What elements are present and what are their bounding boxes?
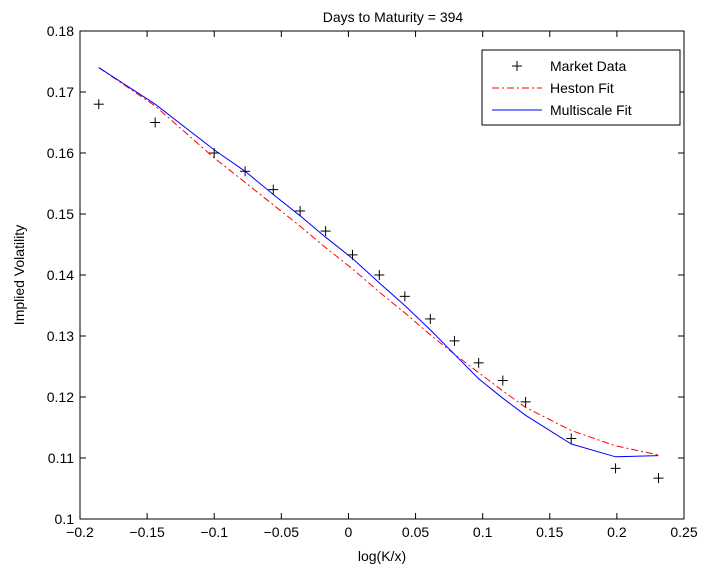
legend-entry: Market Data bbox=[512, 58, 626, 74]
legend-label: Heston Fit bbox=[550, 80, 614, 96]
market-data-point bbox=[209, 148, 220, 158]
y-tick-label: 0.1 bbox=[55, 511, 75, 527]
y-tick-label: 0.16 bbox=[47, 145, 74, 161]
x-tick-label: −0.15 bbox=[129, 524, 165, 540]
x-tick-label: 0.05 bbox=[402, 524, 429, 540]
market-data-point bbox=[320, 226, 331, 237]
market-data-point bbox=[610, 463, 621, 474]
y-tick-label: 0.11 bbox=[48, 450, 74, 466]
y-tick-label: 0.12 bbox=[47, 389, 74, 405]
market-data-point bbox=[295, 205, 306, 216]
market-data-point bbox=[240, 166, 251, 177]
legend-entry: Heston Fit bbox=[492, 80, 614, 96]
y-tick-label: 0.15 bbox=[47, 206, 74, 222]
market-data-point bbox=[497, 375, 508, 386]
legend-label: Market Data bbox=[550, 58, 626, 74]
market-data-point bbox=[449, 335, 460, 346]
market-data-point bbox=[566, 433, 577, 444]
series-layer bbox=[93, 67, 664, 484]
y-tick-label: 0.18 bbox=[47, 23, 74, 39]
legend-entry: Multiscale Fit bbox=[492, 102, 632, 118]
x-tick-label: 0.1 bbox=[473, 524, 493, 540]
market-data-point bbox=[347, 249, 358, 260]
y-tick-label: 0.17 bbox=[47, 84, 74, 100]
market-data-point bbox=[93, 99, 104, 110]
ticks bbox=[79, 30, 685, 520]
x-tick-label: −0.2 bbox=[66, 524, 94, 540]
series-market-data bbox=[93, 99, 664, 484]
x-tick-label: 0.25 bbox=[670, 524, 697, 540]
heston-fit-line bbox=[98, 67, 659, 456]
x-tick-label: 0.2 bbox=[607, 524, 627, 540]
chart-title: Days to Maturity = 394 bbox=[323, 9, 464, 25]
series-multiscale-fit bbox=[98, 67, 659, 458]
x-axis-label: log(K/x) bbox=[358, 548, 406, 564]
x-tick-label: −0.1 bbox=[200, 524, 228, 540]
multiscale-fit-line bbox=[98, 67, 659, 458]
legend-label: Multiscale Fit bbox=[550, 102, 632, 118]
x-tick-label: −0.05 bbox=[264, 524, 300, 540]
market-data-point bbox=[425, 313, 436, 324]
market-data-point bbox=[520, 396, 531, 407]
market-data-point bbox=[399, 291, 410, 302]
tick-labels: −0.2 −0.15 −0.1 −0.05 0 0.05 0.1 0.15 0.2 0.25 0.1… bbox=[47, 23, 698, 540]
market-data-point bbox=[268, 184, 279, 195]
legend: Market Data Heston Fit Multiscale Fit bbox=[481, 49, 681, 126]
market-data-point bbox=[473, 357, 484, 368]
y-axis-label: Implied Volatility bbox=[11, 225, 27, 325]
x-tick-label: 0.15 bbox=[536, 524, 563, 540]
market-data-point bbox=[374, 270, 385, 280]
market-data-point bbox=[150, 117, 161, 128]
x-tick-label: 0 bbox=[345, 524, 353, 540]
y-tick-label: 0.14 bbox=[47, 267, 74, 283]
legend-box bbox=[481, 49, 681, 126]
legend-marker bbox=[512, 61, 522, 71]
series-heston-fit bbox=[98, 67, 659, 456]
market-data-point bbox=[653, 473, 664, 484]
y-tick-label: 0.13 bbox=[47, 328, 74, 344]
